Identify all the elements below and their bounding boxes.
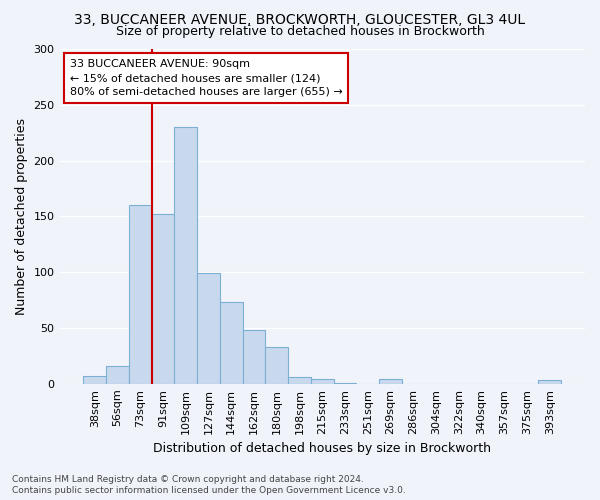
Bar (106, 366, 129, 384)
Bar (288, 377, 311, 384)
Bar (220, 302, 242, 384)
Bar (129, 205, 152, 384)
Bar (538, 380, 561, 384)
Text: Contains public sector information licensed under the Open Government Licence v3: Contains public sector information licen… (12, 486, 406, 495)
Text: 33, BUCCANEER AVENUE, BROCKWORTH, GLOUCESTER, GL3 4UL: 33, BUCCANEER AVENUE, BROCKWORTH, GLOUCE… (74, 12, 526, 26)
Bar (175, 127, 197, 384)
Bar (334, 382, 356, 384)
Bar (83, 376, 106, 384)
Text: Contains HM Land Registry data © Crown copyright and database right 2024.: Contains HM Land Registry data © Crown c… (12, 475, 364, 484)
Bar (242, 330, 265, 384)
Bar (311, 380, 334, 384)
Text: 33 BUCCANEER AVENUE: 90sqm
← 15% of detached houses are smaller (124)
80% of sem: 33 BUCCANEER AVENUE: 90sqm ← 15% of deta… (70, 59, 343, 97)
Bar (197, 274, 220, 384)
X-axis label: Distribution of detached houses by size in Brockworth: Distribution of detached houses by size … (153, 442, 491, 455)
Bar (379, 380, 402, 384)
Y-axis label: Number of detached properties: Number of detached properties (15, 118, 28, 315)
Text: Size of property relative to detached houses in Brockworth: Size of property relative to detached ho… (116, 25, 484, 38)
Bar (265, 347, 288, 384)
Bar (152, 214, 175, 384)
